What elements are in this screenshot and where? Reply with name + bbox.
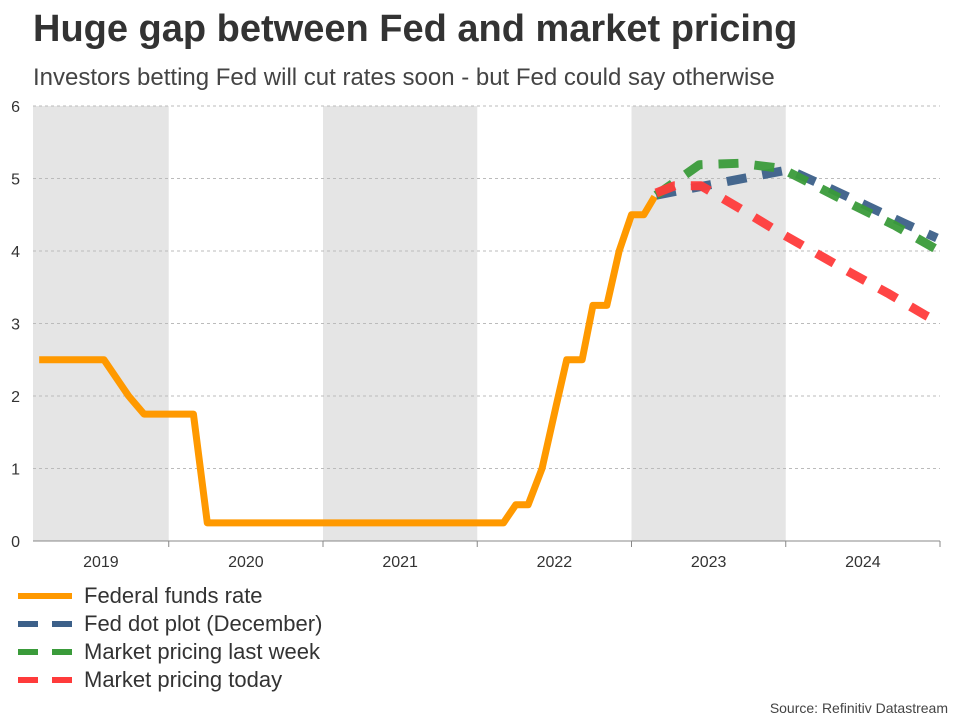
legend-item: Market pricing last week	[18, 638, 322, 666]
legend-label: Market pricing last week	[84, 639, 320, 664]
series-line-federal-funds-rate	[39, 194, 658, 527]
series-line-market-pricing-today	[654, 181, 940, 326]
source-note: Source: Refinitiv Datastream	[769, 700, 948, 716]
x-tick-label: 2020	[228, 554, 264, 571]
legend-swatch	[18, 593, 72, 599]
y-tick-label: 5	[11, 172, 20, 189]
x-tick-label: 2019	[83, 554, 119, 571]
chart-title: Huge gap between Fed and market pricing	[33, 8, 798, 50]
legend-item: Market pricing today	[18, 666, 322, 694]
series-line-market-pricing-last-week	[653, 158, 940, 254]
legend-swatch	[18, 677, 72, 683]
legend-swatch	[18, 649, 72, 655]
legend-item: Fed dot plot (December)	[18, 610, 322, 638]
y-tick-label: 1	[11, 462, 20, 479]
y-tick-label: 6	[11, 99, 20, 116]
legend-label: Federal funds rate	[84, 583, 263, 608]
y-tick-label: 2	[11, 389, 20, 406]
legend: Federal funds rate Fed dot plot (Decembe…	[18, 582, 322, 694]
legend-item: Federal funds rate	[18, 582, 322, 610]
legend-label: Market pricing today	[84, 667, 283, 692]
legend-swatch	[18, 621, 72, 627]
y-tick-label: 4	[11, 244, 20, 261]
x-tick-label: 2022	[537, 554, 573, 571]
x-tick-label: 2021	[382, 554, 418, 571]
x-tick-label: 2024	[845, 554, 881, 571]
y-tick-label: 3	[11, 317, 20, 334]
y-tick-label: 0	[11, 534, 20, 551]
chart-subtitle: Investors betting Fed will cut rates soo…	[33, 64, 775, 91]
legend-label: Fed dot plot (December)	[84, 611, 323, 636]
series-line-fed-dot-plot-december-	[655, 165, 939, 243]
x-tick-label: 2023	[691, 554, 727, 571]
